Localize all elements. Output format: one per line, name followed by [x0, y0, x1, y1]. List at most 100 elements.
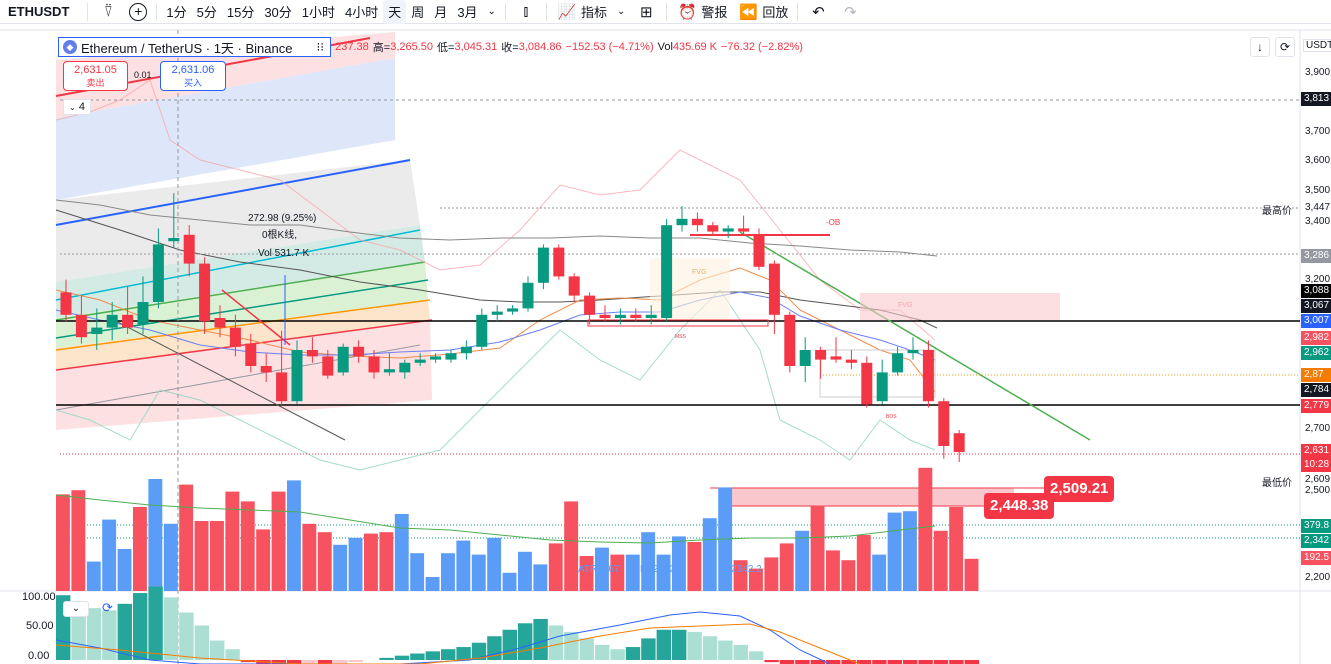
- volume-bar: [148, 479, 163, 591]
- interval-4h[interactable]: 4小时: [345, 5, 379, 20]
- undo-icon[interactable]: ↶: [812, 3, 825, 21]
- candle[interactable]: [260, 366, 272, 373]
- interval-1w[interactable]: 周: [411, 5, 425, 20]
- candle[interactable]: [676, 218, 688, 226]
- candle[interactable]: [353, 346, 365, 357]
- interval-30m[interactable]: 30分: [264, 5, 292, 20]
- candle[interactable]: [753, 234, 765, 267]
- candle[interactable]: [476, 314, 488, 347]
- candle[interactable]: [722, 228, 734, 232]
- candle[interactable]: [445, 353, 457, 360]
- oscillator-bar: [287, 660, 302, 664]
- candle[interactable]: [953, 433, 965, 453]
- oscillator-bar: [225, 649, 240, 660]
- candle[interactable]: [430, 356, 442, 360]
- candle[interactable]: [245, 343, 257, 366]
- candle[interactable]: [568, 276, 580, 296]
- candle[interactable]: [861, 362, 873, 405]
- currency-button[interactable]: USDT: [1303, 39, 1331, 52]
- candle[interactable]: [661, 225, 673, 318]
- candle[interactable]: [276, 372, 288, 402]
- candle[interactable]: [199, 263, 211, 322]
- candle[interactable]: [414, 359, 426, 363]
- interval-3M[interactable]: 3月: [457, 5, 478, 20]
- compare-icon[interactable]: ⍢: [103, 3, 113, 20]
- indicators-button[interactable]: 📈 指标 ⌄: [551, 0, 630, 24]
- candle[interactable]: [830, 356, 842, 360]
- candle[interactable]: [507, 308, 519, 312]
- candle[interactable]: [584, 295, 596, 315]
- candle[interactable]: [214, 318, 226, 328]
- buy-button[interactable]: 2,631.06 买入: [160, 61, 226, 91]
- add-symbol-button[interactable]: +: [124, 0, 152, 24]
- chart-type-button[interactable]: ⫾: [510, 0, 542, 24]
- replay-button[interactable]: ⏪ 回放: [732, 0, 793, 24]
- legend-symbol-box[interactable]: ◆ Ethereum / TetherUS · 1天 · Binance ⁝⁝: [58, 37, 332, 57]
- interval-dropdown[interactable]: ⌄: [483, 0, 501, 24]
- candle[interactable]: [784, 314, 796, 366]
- layouts-button[interactable]: ⊞: [630, 0, 662, 24]
- candle[interactable]: [152, 244, 164, 302]
- candle[interactable]: [491, 311, 503, 315]
- candle[interactable]: [691, 218, 703, 226]
- oscillator-bar: [579, 638, 594, 660]
- candle[interactable]: [383, 369, 395, 373]
- candle[interactable]: [306, 350, 318, 357]
- candle[interactable]: [599, 314, 611, 318]
- candle[interactable]: [522, 282, 534, 309]
- candle[interactable]: [630, 314, 642, 318]
- candle[interactable]: [799, 350, 811, 366]
- candle[interactable]: [60, 292, 72, 315]
- price-axis[interactable]: 3,900 3,700 3,600 3,500 3,400 3,200 2,70…: [1301, 30, 1331, 590]
- candle[interactable]: [738, 228, 750, 232]
- interval-5m[interactable]: 5分: [196, 5, 217, 20]
- candle[interactable]: [399, 362, 411, 373]
- candle[interactable]: [707, 225, 719, 232]
- candle[interactable]: [892, 353, 904, 373]
- candle[interactable]: [337, 346, 349, 373]
- interval-1h[interactable]: 1小时: [301, 5, 336, 20]
- candle[interactable]: [460, 346, 472, 354]
- oscillator-collapse-button[interactable]: ⌄: [63, 601, 89, 617]
- candle[interactable]: [907, 350, 919, 354]
- candle[interactable]: [106, 314, 118, 328]
- visibility-icon[interactable]: ⁝⁝: [316, 40, 325, 54]
- candle[interactable]: [168, 238, 180, 242]
- symbol-search[interactable]: ETHUSDT: [8, 4, 70, 19]
- sell-button[interactable]: 2,631.05 卖出: [63, 61, 128, 91]
- candle[interactable]: [229, 327, 241, 347]
- candle[interactable]: [815, 350, 827, 360]
- oscillator-bar: [764, 660, 779, 663]
- candle[interactable]: [553, 247, 565, 277]
- interval-1d[interactable]: 天: [383, 0, 407, 24]
- volume-bar: [317, 532, 332, 591]
- candle[interactable]: [614, 314, 626, 318]
- candle[interactable]: [291, 350, 303, 402]
- interval-1m[interactable]: 1分: [166, 5, 187, 20]
- candle[interactable]: [183, 234, 195, 264]
- candle[interactable]: [537, 247, 549, 283]
- interval-1M[interactable]: 月: [434, 5, 448, 20]
- reset-chart-button[interactable]: ⟳: [1275, 37, 1295, 57]
- candle[interactable]: [137, 302, 149, 325]
- redo-icon[interactable]: ↷: [844, 3, 857, 21]
- collapse-indicators-button[interactable]: ⌄ 4: [63, 99, 91, 115]
- candle[interactable]: [938, 401, 950, 446]
- candle[interactable]: [922, 350, 934, 402]
- candle[interactable]: [368, 356, 380, 373]
- candle[interactable]: [75, 314, 87, 338]
- candle[interactable]: [322, 356, 334, 376]
- scroll-down-button[interactable]: ↓: [1250, 37, 1270, 57]
- oscillator-bar: [687, 631, 702, 660]
- candle[interactable]: [122, 314, 134, 328]
- refresh-icon[interactable]: ⟳: [102, 600, 113, 615]
- candle[interactable]: [876, 372, 888, 402]
- alert-button[interactable]: ⏰ 警报: [671, 0, 732, 24]
- interval-15m[interactable]: 15分: [226, 5, 255, 20]
- volume-bar: [810, 505, 825, 591]
- candle[interactable]: [845, 359, 857, 363]
- candle[interactable]: [768, 263, 780, 315]
- candle[interactable]: [645, 314, 657, 318]
- candle[interactable]: [91, 327, 103, 334]
